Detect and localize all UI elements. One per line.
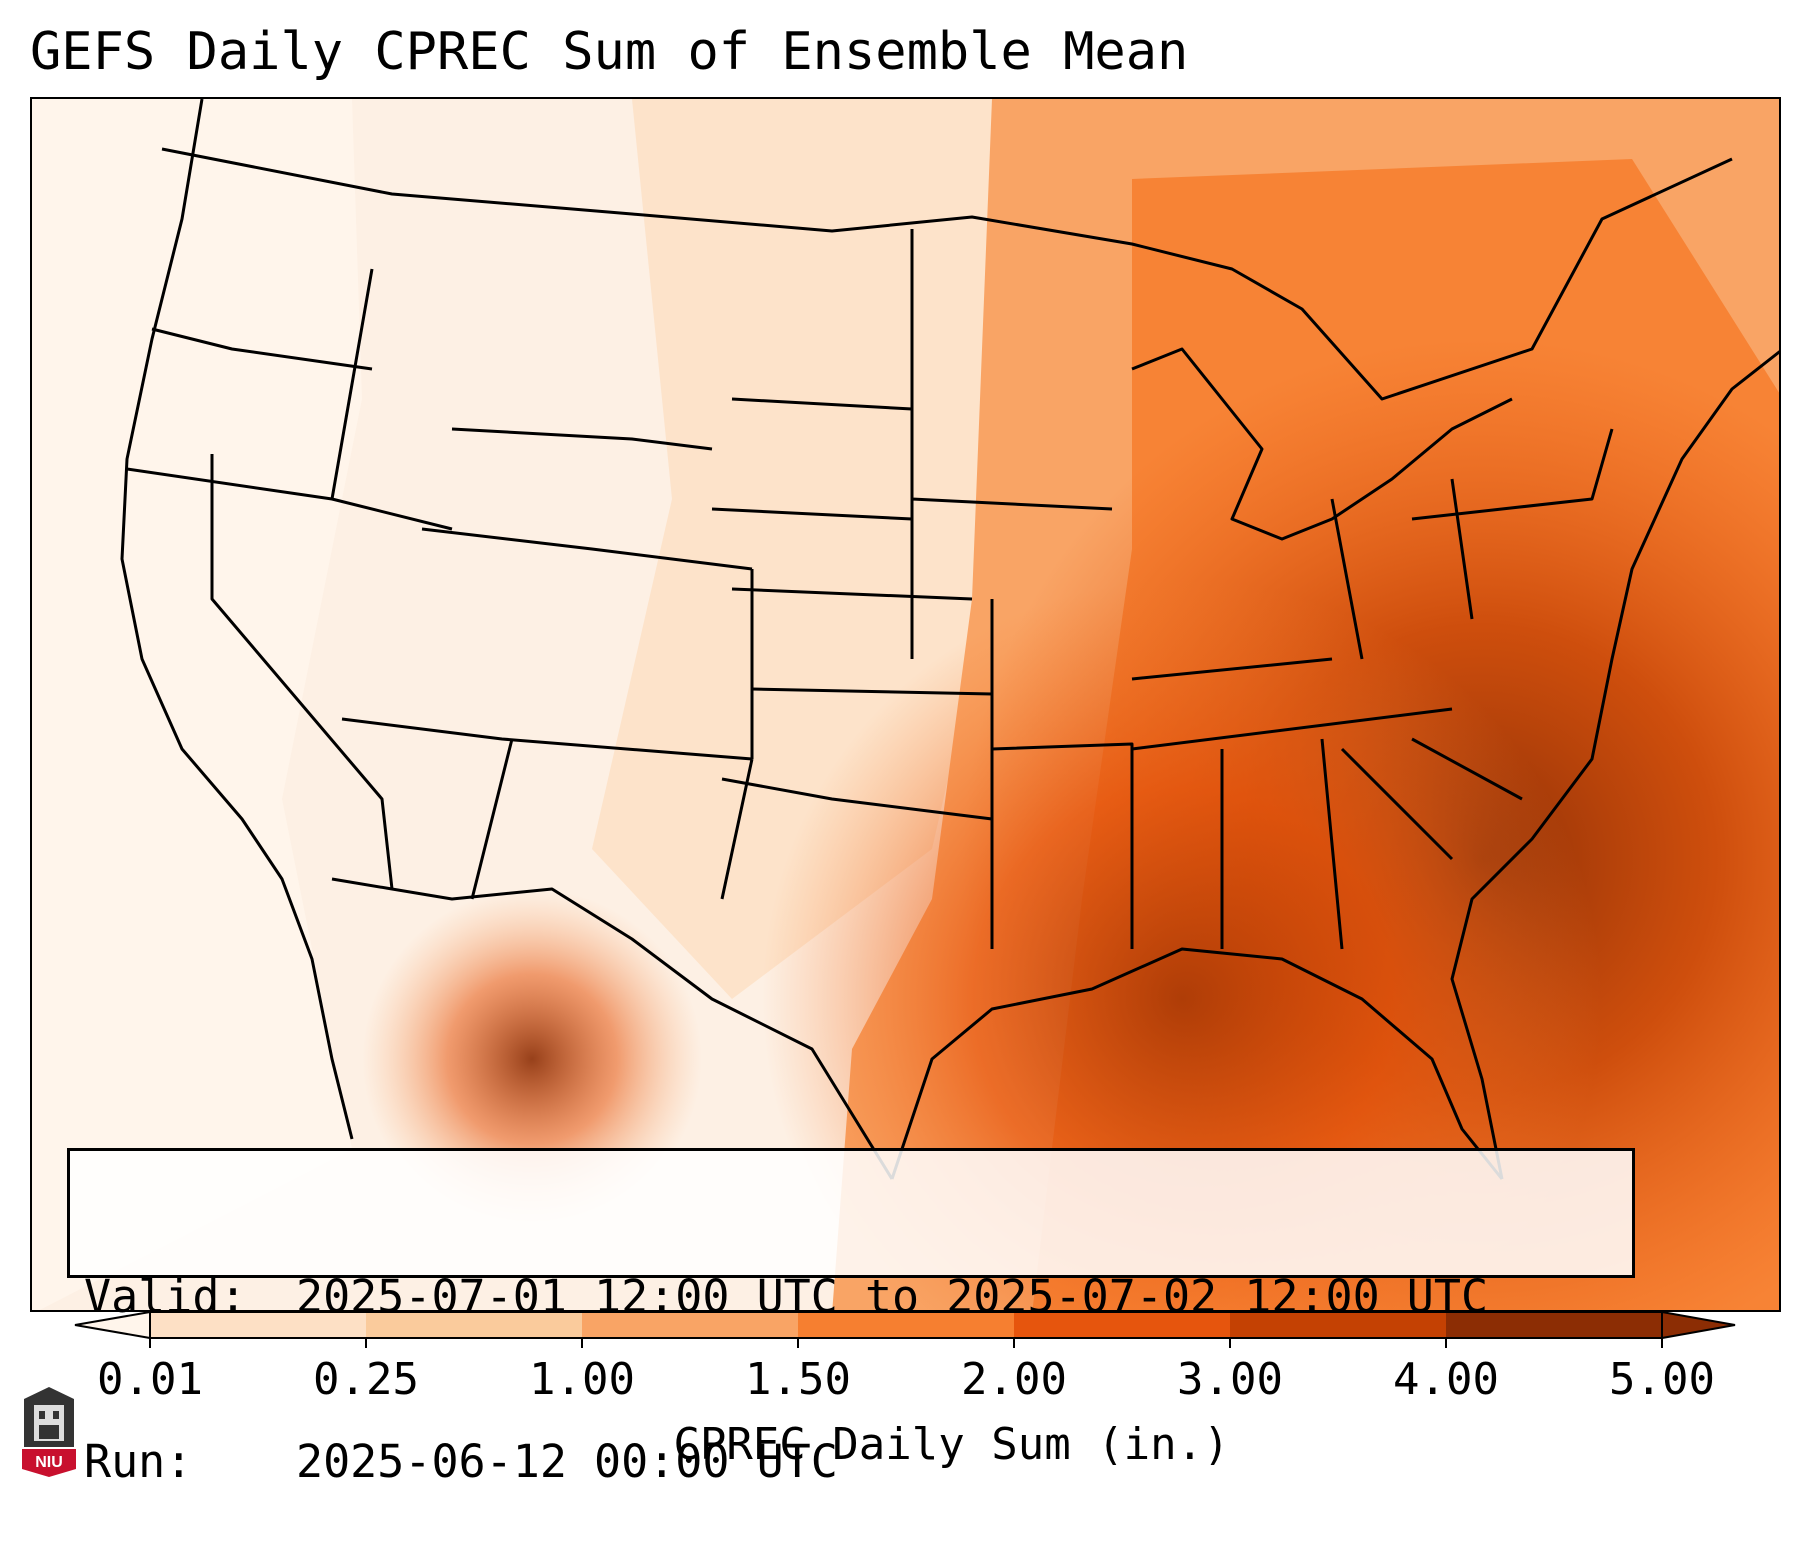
colorbar-segment [1230, 1312, 1446, 1338]
border-ks-ok [751, 599, 994, 949]
coastline-gulf [890, 947, 1504, 1180]
run-key: Run: [84, 1435, 193, 1488]
coastline-great-lakes [1131, 347, 1513, 541]
border-nd-sd [711, 397, 913, 521]
colorbar-outline [149, 1311, 1663, 1339]
run-line: Run: 2025-06-12 00:00 UTC [84, 1434, 1618, 1489]
colorbar [74, 1310, 1736, 1348]
colorbar-segment [582, 1312, 798, 1338]
colorbar-tick-label: 5.00 [1609, 1354, 1715, 1405]
colorbar-tick-label: 4.00 [1393, 1354, 1499, 1405]
border-canada [161, 147, 1733, 401]
border-mexico [331, 877, 894, 1180]
colorbar-extend-max [1661, 1310, 1736, 1340]
svg-text:NIU: NIU [35, 1454, 63, 1471]
colorbar-tick-label: 0.25 [313, 1354, 419, 1405]
validity-info-box: Valid: 2025-07-01 12:00 UTC to 2025-07-02… [67, 1148, 1635, 1488]
colorbar-tick-label: 1.50 [745, 1354, 851, 1405]
map-title: GEFS Daily CPREC Sum of Ensemble Mean [30, 22, 1189, 82]
border-ga-sc [1340, 737, 1523, 861]
border-mn-ia [910, 229, 1113, 659]
colorbar-tick-label: 0.01 [97, 1354, 203, 1405]
niu-logo-icon: NIU [22, 1387, 76, 1477]
colorbar-segment [1014, 1312, 1230, 1338]
colorbar-tick-label: 2.00 [961, 1354, 1067, 1405]
colorbar-segment [1446, 1312, 1662, 1338]
state-borders [120, 99, 1779, 1180]
border-id [330, 268, 374, 500]
border-ut-co [421, 527, 753, 571]
border-az-nm [341, 717, 753, 761]
border-ok-tx [721, 777, 993, 821]
border-ms-al [1220, 738, 1344, 950]
colorbar-label: CPREC Daily Sum (in.) [673, 1419, 1230, 1470]
colorbar-segment [366, 1312, 582, 1338]
border-ca-nv [210, 454, 394, 890]
coastline-west [120, 99, 354, 1140]
border-co-ks [731, 569, 973, 759]
coastline-atlantic [1450, 350, 1779, 1180]
colorbar-tick-label: 3.00 [1177, 1354, 1283, 1405]
border-mt-wy [451, 427, 713, 451]
border-tn-ky [1131, 657, 1453, 751]
border-wa-or [151, 327, 373, 371]
map-panel [30, 97, 1781, 1312]
colorbar-tick-label: 1.00 [529, 1354, 635, 1405]
border-oh-pa [1330, 478, 1474, 660]
colorbar-segment [798, 1312, 1014, 1338]
precip-field-mexico-max [32, 99, 1779, 1310]
run-value: 2025-06-12 00:00 UTC [296, 1435, 838, 1488]
border-ny-pa [1411, 428, 1614, 521]
colorbar-extend-min [74, 1310, 151, 1340]
border-ar-la [991, 742, 1134, 949]
precipitation-map [32, 99, 1779, 1310]
colorbar-segment [150, 1312, 366, 1338]
